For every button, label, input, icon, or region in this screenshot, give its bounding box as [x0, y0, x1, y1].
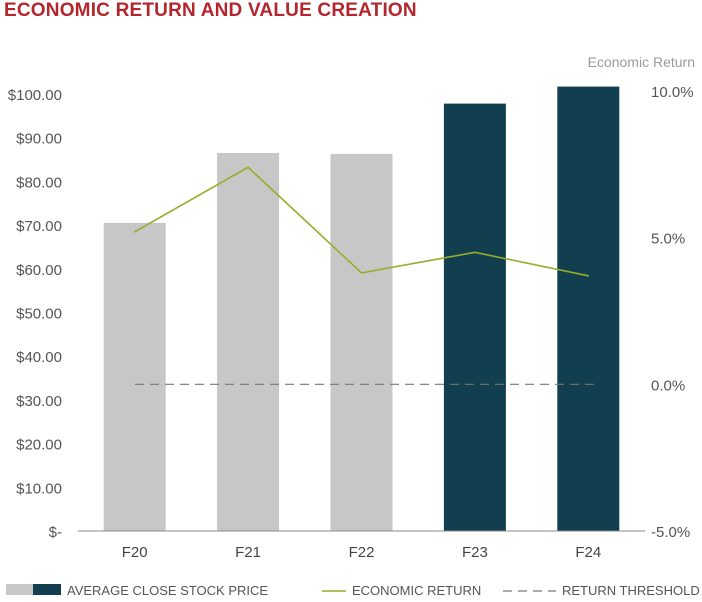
bar-f22 — [330, 153, 393, 531]
left-axis-tick-label: $80.00 — [16, 174, 62, 191]
left-axis-tick-label: $90.00 — [16, 131, 62, 148]
left-axis-tick-label: $50.00 — [16, 306, 62, 323]
legend-swatch-recent — [33, 584, 61, 595]
economic-return-point-f24 — [587, 275, 590, 277]
x-axis-tick-label: F24 — [575, 544, 601, 561]
economic-return-series — [133, 166, 590, 277]
right-axis-tick-label: 5.0% — [651, 231, 685, 248]
chart-title: ECONOMIC RETURN AND VALUE CREATION — [4, 0, 417, 21]
legend-label: RETURN THRESHOLD — [562, 583, 700, 598]
economic-return-point-f21 — [247, 166, 249, 169]
bar-f21 — [217, 152, 280, 531]
right-axis-tick-label: 10.0% — [651, 84, 694, 101]
left-axis-tick-label: $20.00 — [16, 437, 62, 454]
bar-f24 — [557, 86, 620, 532]
left-axis: $- $10.00 $20.00 $30.00 $40.00 $50.00 $60.00 $7… — [8, 87, 62, 541]
economic-return-point-f22 — [360, 272, 363, 274]
left-axis-tick-label: $30.00 — [16, 393, 62, 410]
x-axis-tick-label: F21 — [235, 544, 261, 561]
legend-label: AVERAGE CLOSE STOCK PRICE — [67, 583, 268, 598]
right-axis: -5.0% 0.0% 5.0% 10.0% — [651, 84, 694, 541]
right-axis-title: Economic Return — [588, 54, 695, 70]
left-axis-tick-label: $100.00 — [8, 87, 62, 104]
x-axis: F20 F21 F22 F23 F24 — [78, 530, 645, 561]
legend-swatch-history — [6, 584, 33, 595]
right-axis-tick-label: -5.0% — [651, 524, 690, 541]
bar-f23 — [443, 103, 506, 531]
bar-series — [103, 86, 620, 532]
right-axis-tick-label: 0.0% — [651, 377, 685, 394]
x-axis-tick-label: F23 — [462, 544, 488, 561]
left-axis-tick-label: $40.00 — [16, 349, 62, 366]
left-axis-tick-label: $70.00 — [16, 218, 62, 235]
left-axis-tick-label: $10.00 — [16, 480, 62, 497]
x-axis-tick-label: F22 — [349, 544, 375, 561]
x-axis-tick-label: F20 — [122, 544, 148, 561]
legend: AVERAGE CLOSE STOCK PRICE ECONOMIC RETURN… — [6, 583, 700, 598]
left-axis-tick-label: $- — [49, 524, 62, 541]
legend-label: ECONOMIC RETURN — [352, 583, 481, 598]
bar-f20 — [103, 222, 166, 532]
left-axis-tick-label: $60.00 — [16, 262, 62, 279]
economic-return-point-f20 — [133, 231, 136, 233]
economic-return-point-f23 — [474, 251, 476, 254]
